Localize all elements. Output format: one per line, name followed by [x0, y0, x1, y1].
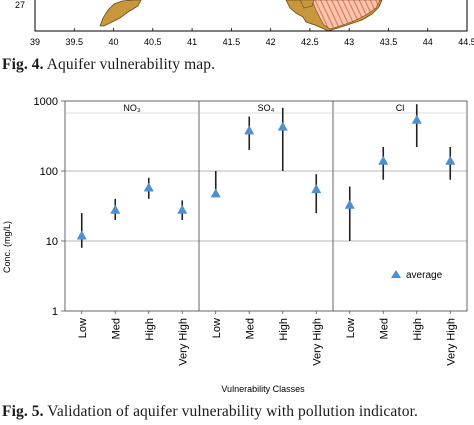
panel-title: Cl [396, 103, 405, 113]
average-marker [411, 114, 422, 124]
chart-frame [64, 100, 468, 312]
legend-marker [391, 270, 401, 278]
figure-5-caption: Fig. 5. Validation of aquifer vulnerabil… [2, 403, 418, 421]
x-tick-label: Very High [177, 318, 189, 366]
figure-5-text: Validation of aquifer vulnerability with… [43, 403, 419, 420]
x-tick-label: Med [244, 318, 256, 339]
x-tick-label: Low [211, 318, 223, 338]
x-tick-label: Med [110, 318, 122, 339]
y-axis: 1 10 100 1000 [34, 96, 65, 318]
map-x-tick-label: 40.5 [144, 37, 162, 47]
map-x-tick-label: 42 [266, 37, 276, 47]
average-marker [378, 155, 389, 165]
legend-label: average [406, 270, 443, 281]
average-marker [76, 230, 87, 240]
panel-title: NO₃ [123, 103, 141, 113]
map-x-axis: 39 39.5 40 40.5 41 41.5 42 42.5 43 43.5 44 44.5 [30, 28, 474, 47]
map-x-tick-label: 44.5 [458, 37, 474, 47]
map-x-tick-label: 40 [109, 37, 119, 47]
map-land-west [99, 0, 142, 27]
panel-title: SO₄ [258, 103, 275, 113]
figure-4-label: Fig. 4. [2, 56, 44, 73]
map-land-east [285, 0, 383, 32]
y-tick-label: 100 [40, 166, 58, 178]
map-y-tick-label: 27 [15, 0, 25, 10]
map-x-tick-label: 41 [187, 37, 197, 47]
average-marker [210, 188, 221, 198]
average-marker [177, 204, 188, 214]
figure-5-label: Fig. 5. [2, 403, 44, 420]
x-axis: Low Med High Very High Low Med High Very High Lo… [77, 311, 457, 366]
x-tick-label: Very High [445, 318, 457, 366]
map-x-tick-label: 44 [423, 37, 433, 47]
y-tick-label: 10 [46, 236, 58, 248]
x-axis-label: Vulnerability Classes [221, 384, 305, 394]
chart-marks [76, 104, 456, 248]
x-tick-label: Very High [311, 318, 323, 366]
chart-gridlines [65, 170, 467, 242]
y-tick-label: 1000 [34, 96, 58, 108]
figure-4-caption: Fig. 4. Aquifer vulnerability map. [2, 56, 215, 74]
map-frame [34, 0, 468, 32]
legend: average [391, 270, 443, 281]
map-x-tick-label: 39.5 [66, 37, 84, 47]
y-axis-label: Conc. (mg/L) [2, 221, 12, 273]
y-tick-label: 1 [52, 306, 58, 318]
average-marker [143, 182, 154, 192]
x-tick-label: Med [378, 318, 390, 339]
x-tick-label: Low [345, 318, 357, 338]
map-x-tick-label: 41.5 [223, 37, 241, 47]
average-marker [311, 184, 322, 194]
average-marker [445, 155, 456, 165]
average-marker [244, 125, 255, 135]
vulnerability-map-fragment: 27 39 39.5 40 40.5 41 41.5 42 42.5 43 43.5 44 44.5 [15, 0, 474, 47]
x-tick-label: High [278, 318, 290, 341]
map-x-tick-label: 43 [344, 37, 354, 47]
average-marker [277, 121, 288, 131]
average-marker [110, 204, 121, 214]
x-tick-label: High [144, 318, 156, 341]
x-tick-label: High [412, 318, 424, 341]
average-marker [344, 199, 355, 209]
map-x-tick-label: 39 [30, 37, 40, 47]
figure-4-text: Aquifer vulnerability map. [43, 56, 216, 73]
plot-area-border [64, 100, 468, 312]
panel-headers: NO₃ SO₄ Cl [123, 103, 404, 113]
map-x-tick-label: 43.5 [380, 37, 398, 47]
map-x-tick-label: 42.5 [301, 37, 319, 47]
x-tick-label: Low [77, 318, 89, 338]
